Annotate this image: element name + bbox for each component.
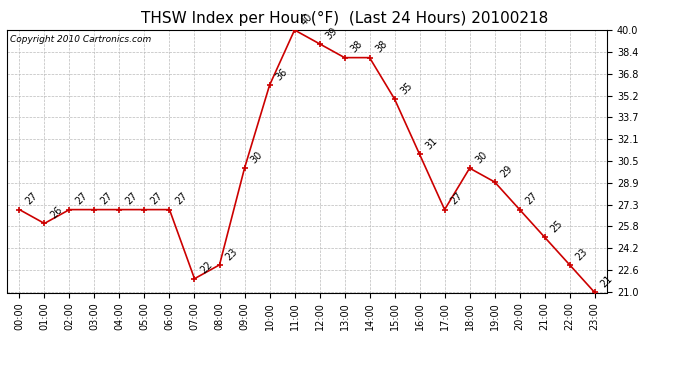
Text: 27: 27	[148, 191, 164, 207]
Text: 23: 23	[574, 246, 590, 262]
Text: 27: 27	[74, 191, 90, 207]
Text: 38: 38	[374, 39, 389, 55]
Text: 30: 30	[474, 150, 489, 165]
Text: 40: 40	[299, 12, 315, 27]
Text: 27: 27	[174, 191, 190, 207]
Text: 27: 27	[99, 191, 115, 207]
Text: THSW Index per Hour (°F)  (Last 24 Hours) 20100218: THSW Index per Hour (°F) (Last 24 Hours)…	[141, 11, 549, 26]
Text: 22: 22	[199, 260, 215, 276]
Text: 27: 27	[124, 191, 139, 207]
Text: 25: 25	[549, 219, 564, 234]
Text: 26: 26	[48, 205, 64, 220]
Text: 27: 27	[23, 191, 39, 207]
Text: 38: 38	[348, 39, 364, 55]
Text: 30: 30	[248, 150, 264, 165]
Text: Copyright 2010 Cartronics.com: Copyright 2010 Cartronics.com	[10, 35, 151, 44]
Text: 39: 39	[324, 25, 339, 41]
Text: 31: 31	[424, 136, 440, 152]
Text: 35: 35	[399, 81, 415, 96]
Text: 36: 36	[274, 67, 289, 82]
Text: 29: 29	[499, 164, 515, 179]
Text: 21: 21	[599, 274, 615, 290]
Text: 27: 27	[448, 191, 464, 207]
Text: 23: 23	[224, 246, 239, 262]
Text: 27: 27	[524, 191, 540, 207]
